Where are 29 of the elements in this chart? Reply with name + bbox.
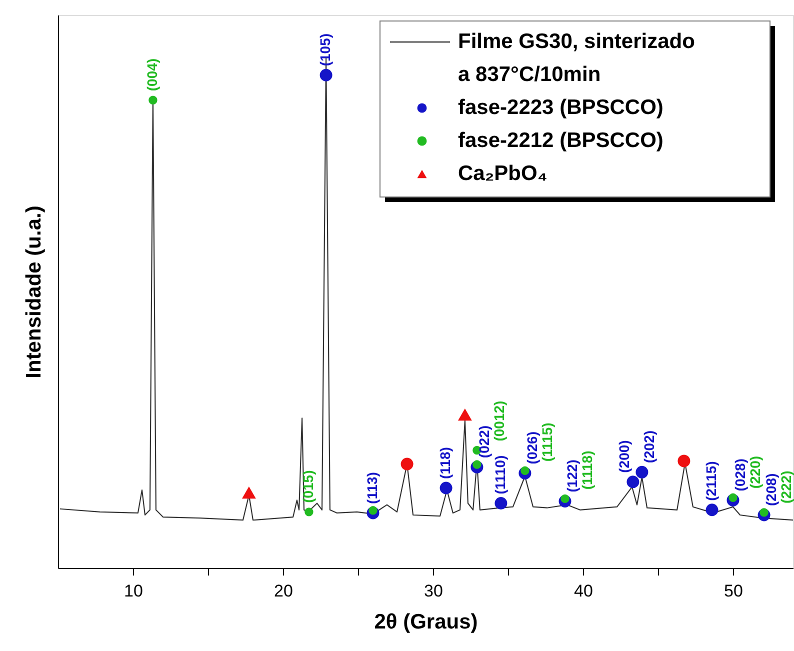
x-tick-label: 30 <box>424 582 443 600</box>
x-tick-label: 50 <box>724 582 743 600</box>
annotation: (2115) <box>703 461 719 501</box>
x-axis-title: 2θ (Graus) <box>374 610 478 634</box>
annotation: (004) <box>144 58 160 92</box>
annotation: (1110) <box>492 455 508 494</box>
y-axis-title: Intensidade (u.a.) <box>22 206 46 378</box>
x-tick-label: 20 <box>274 582 293 600</box>
annotation: (122) <box>564 460 580 492</box>
annotation: (200) <box>616 440 632 473</box>
annotation: (022) <box>476 425 492 458</box>
annotation: (113) <box>364 472 380 504</box>
annotation: (028) <box>732 458 748 492</box>
legend-label: fase-2212 (BPSCCO) <box>458 129 664 152</box>
legend-label: fase-2223 (BPSCCO) <box>458 96 664 119</box>
annotation: (118) <box>437 447 454 479</box>
annotation: (1118) <box>579 450 595 490</box>
annotation: (026) <box>524 432 540 464</box>
annotation: (1115) <box>538 422 555 462</box>
legend-label: Ca₂PbO₄ <box>458 162 548 185</box>
annotation: (105) <box>317 33 334 66</box>
annotation: (015) <box>300 470 316 503</box>
x-tick-label: 40 <box>574 582 593 600</box>
annotation: (222) <box>778 470 794 504</box>
annotation: (0012) <box>490 400 507 442</box>
annotation: (220) <box>747 456 763 489</box>
x-tick-label: 10 <box>124 582 143 600</box>
annotation: (208) <box>763 473 780 506</box>
annotation: (202) <box>640 430 657 464</box>
